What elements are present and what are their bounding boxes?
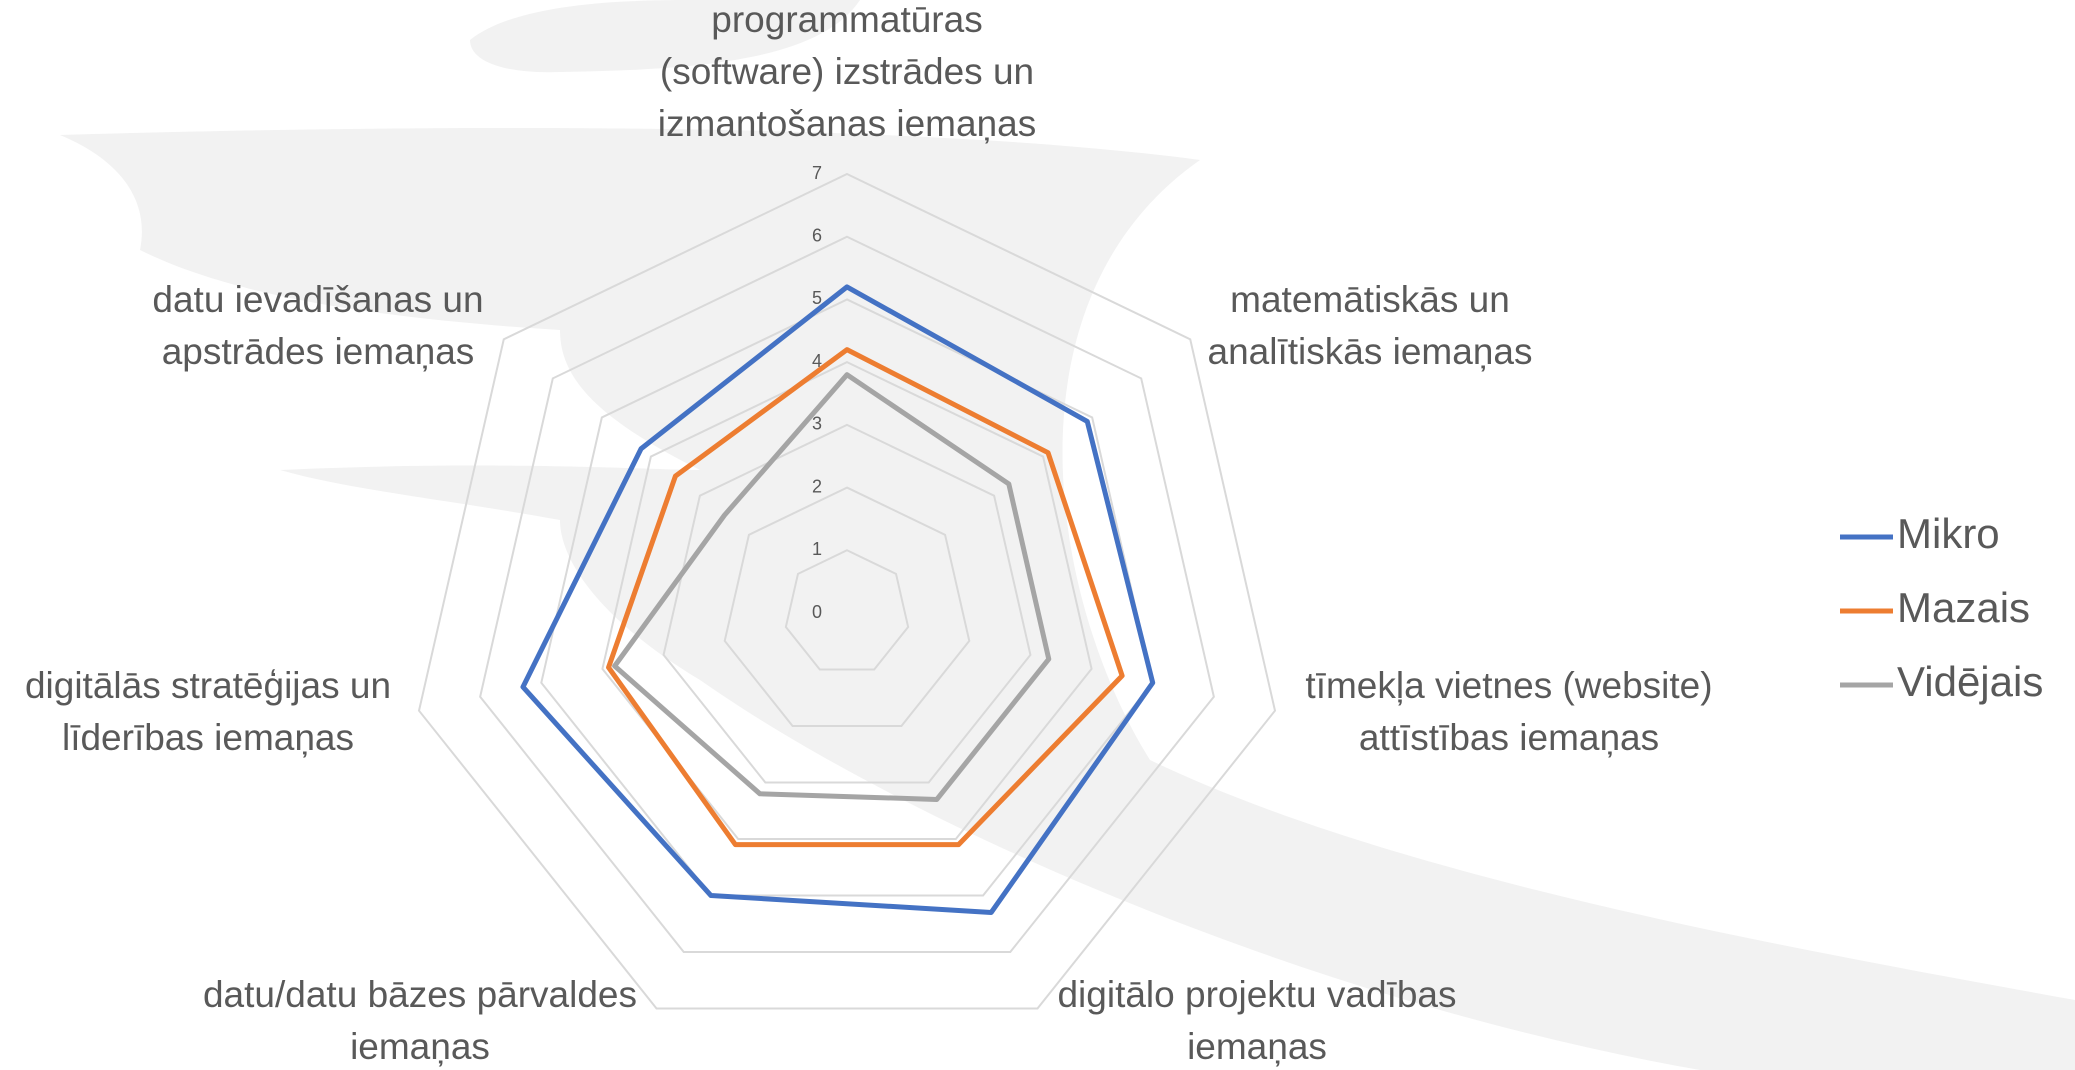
category-label: analītiskās iemaņas bbox=[1208, 331, 1533, 372]
category-label: tīmekļa vietnes (website) bbox=[1305, 665, 1712, 706]
category-label: (software) izstrādes un bbox=[660, 51, 1034, 92]
category-label: attīstības iemaņas bbox=[1359, 717, 1659, 758]
r-tick-label: 1 bbox=[812, 539, 822, 559]
legend-label: Mikro bbox=[1897, 510, 2000, 557]
category-label: programmatūras bbox=[711, 0, 982, 40]
r-tick-label: 2 bbox=[812, 476, 822, 496]
category-label: matemātiskās un bbox=[1230, 279, 1510, 320]
r-tick-label: 7 bbox=[812, 163, 822, 183]
category-label: digitālās stratēģijas un bbox=[25, 665, 391, 706]
category-label: apstrādes iemaņas bbox=[162, 331, 475, 372]
category-label: iemaņas bbox=[350, 1026, 490, 1067]
r-tick-label: 0 bbox=[812, 602, 822, 622]
category-label: datu ievadīšanas un bbox=[152, 279, 483, 320]
category-label: iemaņas bbox=[1187, 1026, 1327, 1067]
category-label: digitālo projektu vadības bbox=[1057, 974, 1456, 1015]
r-tick-label: 6 bbox=[812, 225, 822, 245]
category-label: datu/datu bāzes pārvaldes bbox=[203, 974, 637, 1015]
category-label: izmantošanas iemaņas bbox=[658, 103, 1036, 144]
legend-label: Mazais bbox=[1897, 584, 2030, 631]
category-label: līderības iemaņas bbox=[62, 717, 354, 758]
chart: 01234567programmatūras(software) izstrād… bbox=[0, 0, 2075, 1070]
legend-label: Vidējais bbox=[1897, 658, 2043, 705]
background-shape bbox=[60, 0, 2075, 1070]
